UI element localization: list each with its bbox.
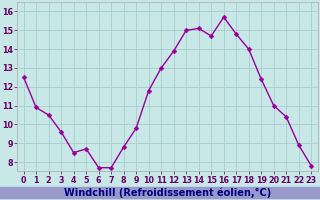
X-axis label: Windchill (Refroidissement éolien,°C): Windchill (Refroidissement éolien,°C) xyxy=(64,187,271,198)
